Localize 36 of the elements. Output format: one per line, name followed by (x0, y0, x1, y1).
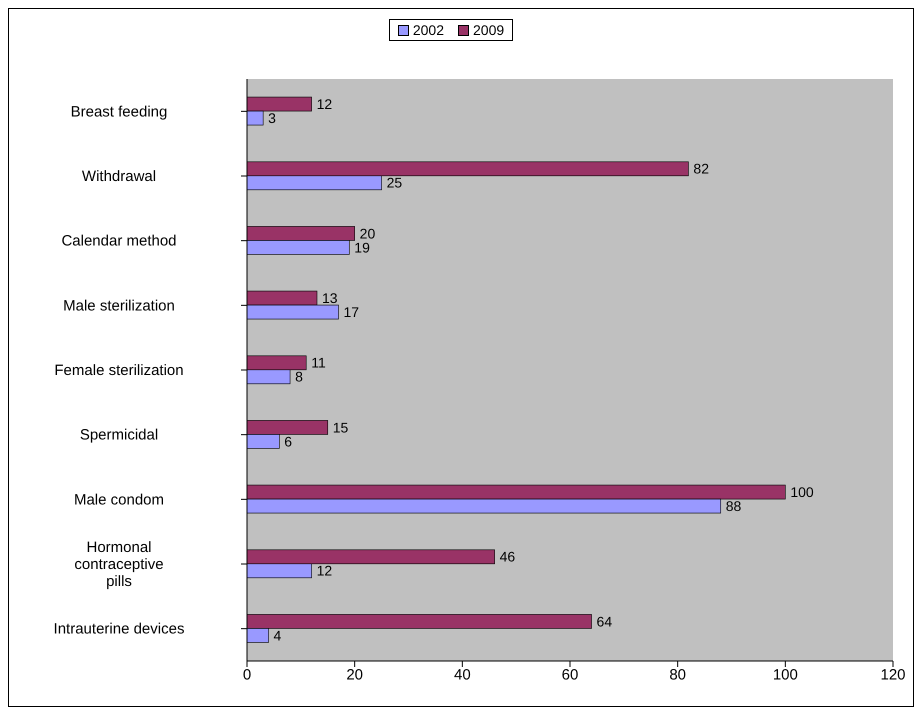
y-tick-label: Breast feeding (70, 103, 168, 120)
x-tick-label: 0 (242, 666, 252, 684)
x-tick-label: 100 (772, 666, 798, 684)
y-tick-label: Hormonal contraceptive pills (74, 539, 164, 590)
x-tick-label: 120 (880, 666, 906, 684)
data-label: 19 (354, 239, 370, 256)
data-label: 64 (596, 613, 612, 630)
x-tick-label: 20 (346, 666, 364, 684)
data-label: 82 (693, 160, 710, 177)
data-label: 8 (295, 368, 304, 385)
data-label: 100 (790, 484, 814, 500)
data-label: 46 (500, 548, 516, 565)
y-tick-label: Male sterilization (63, 297, 175, 314)
data-label: 20 (360, 225, 376, 242)
x-tick-label: 40 (454, 666, 471, 684)
x-tick-label: 60 (562, 666, 578, 684)
data-label: 4 (274, 627, 282, 644)
y-tick-label: Female sterilization (54, 362, 184, 379)
data-label: 88 (726, 498, 742, 514)
data-label: 13 (322, 290, 338, 306)
y-tick-label: Withdrawal (82, 168, 156, 185)
data-label: 3 (268, 110, 276, 126)
data-label: 12 (316, 562, 332, 579)
y-tick-label: Spermicidal (80, 426, 158, 444)
y-tick-label: Intrauterine devices (54, 620, 184, 638)
data-label: 25 (386, 174, 402, 191)
data-label: 11 (311, 354, 326, 371)
x-tick-label: 80 (669, 666, 686, 684)
legend-label: 2009 (472, 22, 504, 38)
y-tick-label: Male condom (74, 491, 164, 508)
y-tick-label: Calendar method (61, 232, 177, 250)
data-label: 12 (316, 96, 332, 112)
legend-label: 2002 (412, 22, 444, 38)
data-label: 6 (284, 433, 292, 450)
data-label: 15 (332, 419, 349, 436)
data-label: 17 (344, 304, 360, 320)
